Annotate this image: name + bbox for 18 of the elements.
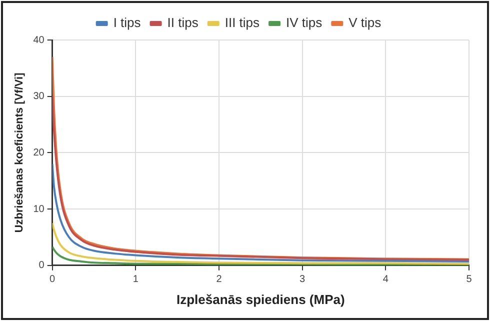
legend-label: V tips: [348, 15, 382, 30]
legend-label: I tips: [113, 15, 142, 30]
y-tick-label: 30: [33, 91, 45, 102]
legend-label: II tips: [167, 15, 199, 30]
x-tick-label: 0: [50, 274, 56, 286]
x-tick-label: 4: [382, 274, 389, 286]
y-tick-label: 40: [33, 34, 45, 46]
y-tick-label: 10: [33, 204, 45, 215]
y-tick-label: 0: [38, 260, 45, 272]
x-tick-label: 5: [466, 274, 472, 286]
x-axis-title: Izplešanās spiediens (MPa): [176, 292, 345, 307]
y-axis-title: Uzbriešanas koeficients [Vf/Vi]: [14, 72, 26, 233]
y-tick-label: 20: [33, 147, 45, 158]
x-tick-label: 3: [300, 274, 306, 286]
x-tick-label: 1: [132, 274, 139, 286]
x-tick-label: 2: [216, 274, 222, 286]
legend-label: IV tips: [286, 15, 323, 30]
legend-label: III tips: [224, 15, 260, 30]
